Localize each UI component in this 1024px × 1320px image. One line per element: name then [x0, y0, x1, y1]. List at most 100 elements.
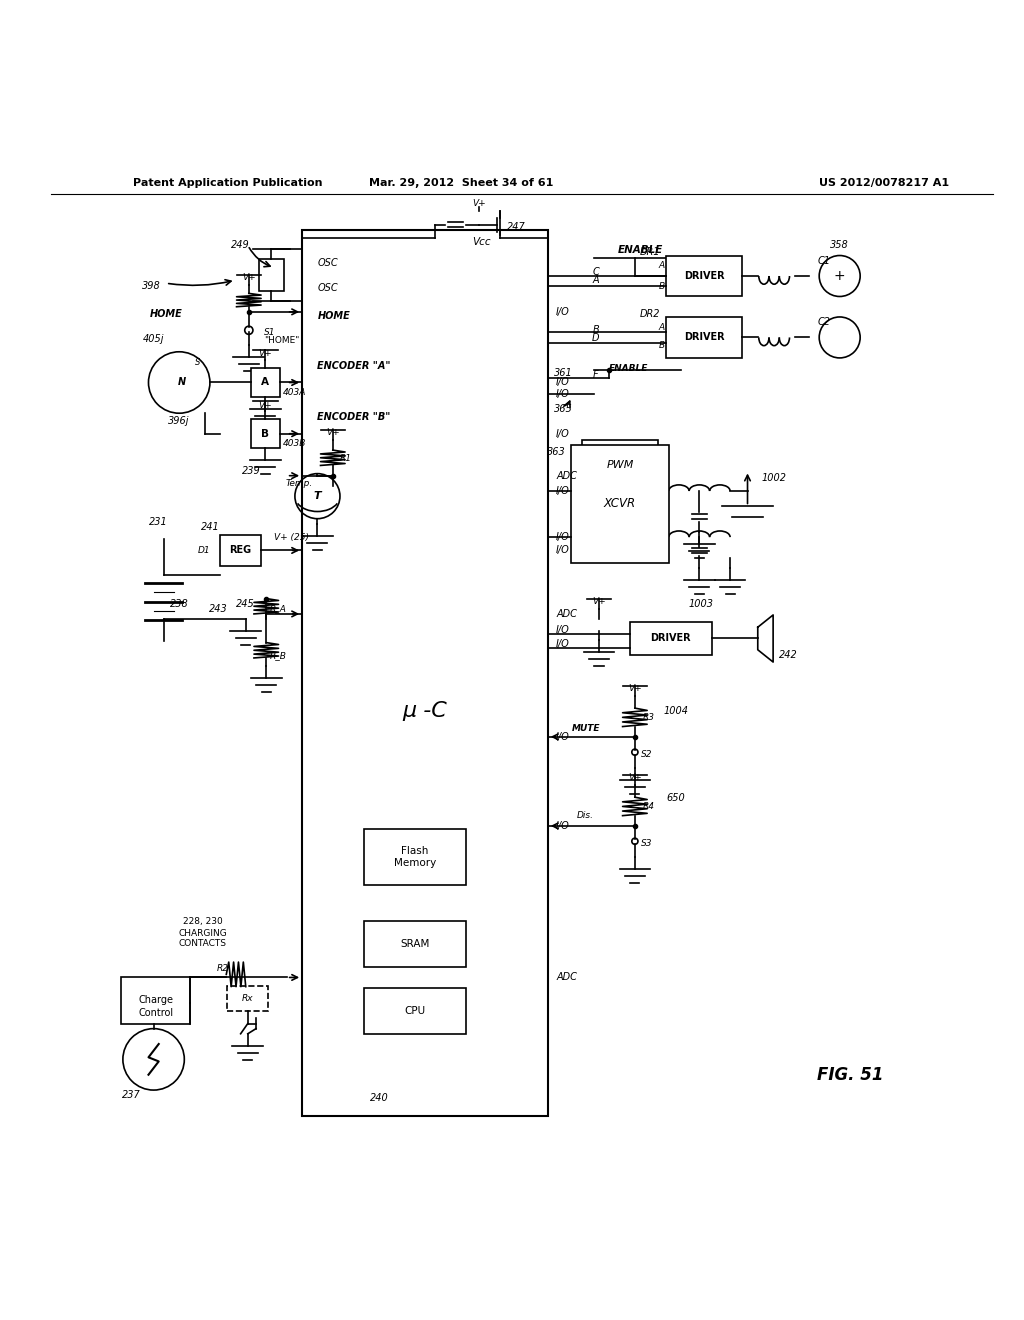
Text: A: A — [593, 275, 599, 285]
Text: N: N — [178, 378, 186, 388]
Text: ADC: ADC — [556, 973, 577, 982]
Text: 242: 242 — [779, 649, 798, 660]
Bar — [220, 535, 261, 566]
Text: V+ (25): V+ (25) — [274, 532, 309, 541]
Bar — [121, 977, 190, 1023]
Text: +: + — [834, 269, 846, 282]
Text: R_B: R_B — [270, 651, 287, 660]
Text: XCVR: XCVR — [604, 498, 636, 511]
Text: B: B — [658, 281, 665, 290]
Text: A: A — [261, 378, 269, 388]
Text: Temp.: Temp. — [286, 479, 312, 488]
Text: 1004: 1004 — [664, 706, 688, 717]
Text: F: F — [593, 371, 599, 380]
Bar — [364, 829, 466, 886]
Text: OSC: OSC — [317, 284, 338, 293]
Bar — [364, 921, 466, 968]
Text: 403B: 403B — [284, 440, 306, 449]
Text: 403A: 403A — [284, 388, 306, 397]
Text: B: B — [593, 325, 599, 335]
Text: C: C — [593, 267, 599, 277]
Bar — [259, 259, 284, 292]
Text: S1: S1 — [264, 327, 275, 337]
Text: 240: 240 — [370, 1093, 388, 1104]
Text: REG: REG — [229, 545, 252, 556]
Text: 405j: 405j — [143, 334, 164, 345]
Bar — [251, 420, 280, 447]
Bar — [364, 987, 466, 1034]
Text: T: T — [313, 491, 322, 502]
Text: V+: V+ — [628, 774, 642, 783]
Text: A: A — [658, 261, 665, 271]
Text: 239: 239 — [242, 466, 260, 475]
Text: S3: S3 — [641, 838, 653, 847]
Bar — [251, 368, 280, 397]
Text: ADC: ADC — [556, 471, 577, 480]
Text: A: A — [658, 322, 665, 331]
Text: 247: 247 — [507, 222, 525, 232]
Bar — [571, 445, 669, 562]
Bar — [666, 256, 742, 297]
Text: 249: 249 — [231, 240, 250, 251]
Text: V+: V+ — [628, 684, 642, 693]
Text: 1002: 1002 — [762, 473, 786, 483]
Text: B: B — [658, 341, 665, 350]
Text: DR1: DR1 — [640, 247, 660, 257]
Text: DRIVER: DRIVER — [684, 271, 724, 281]
Text: V+: V+ — [472, 199, 486, 207]
Text: Mar. 29, 2012  Sheet 34 of 61: Mar. 29, 2012 Sheet 34 of 61 — [369, 178, 553, 187]
Text: US 2012/0078217 A1: US 2012/0078217 A1 — [819, 178, 949, 187]
Text: I/O: I/O — [556, 378, 569, 388]
Text: OSC: OSC — [317, 257, 338, 268]
Text: 361: 361 — [554, 368, 572, 379]
Text: HOME: HOME — [317, 312, 350, 321]
Text: S: S — [195, 358, 201, 367]
Bar — [302, 230, 548, 1115]
Text: V+: V+ — [258, 400, 272, 409]
Text: S2: S2 — [641, 750, 653, 759]
Text: V+: V+ — [592, 597, 606, 606]
Text: R2: R2 — [217, 964, 229, 973]
Text: ENABLE: ENABLE — [609, 363, 648, 372]
Bar — [666, 317, 742, 358]
Text: CONTACTS: CONTACTS — [179, 939, 226, 948]
Text: 245: 245 — [237, 599, 255, 609]
Text: B: B — [261, 429, 269, 438]
Text: Charge: Charge — [138, 995, 173, 1005]
Text: D: D — [592, 334, 600, 343]
Text: I/O: I/O — [556, 389, 569, 399]
Text: ENCODER "B": ENCODER "B" — [317, 412, 391, 422]
Text: 396j: 396j — [168, 416, 189, 426]
Text: I/O: I/O — [556, 429, 569, 438]
Text: DRIVER: DRIVER — [684, 333, 724, 342]
Text: MUTE: MUTE — [571, 725, 600, 733]
Bar — [630, 622, 712, 655]
Text: 231: 231 — [150, 516, 168, 527]
Bar — [227, 986, 268, 1011]
Text: Control: Control — [138, 1008, 173, 1018]
Text: 241: 241 — [201, 521, 219, 532]
Text: C2: C2 — [818, 317, 830, 327]
Text: I/O: I/O — [556, 532, 569, 543]
Text: PWM: PWM — [606, 461, 634, 470]
Text: CHARGING: CHARGING — [178, 929, 227, 939]
Text: I/O: I/O — [556, 545, 569, 556]
Text: "HOME": "HOME" — [264, 337, 300, 345]
Text: DRIVER: DRIVER — [650, 634, 691, 643]
Text: ENABLE: ENABLE — [617, 246, 663, 255]
Text: R4: R4 — [643, 803, 655, 810]
Text: I/O: I/O — [556, 486, 569, 496]
Text: FIG. 51: FIG. 51 — [817, 1065, 883, 1084]
Text: ENCODER "A": ENCODER "A" — [317, 362, 391, 371]
Text: Dis.: Dis. — [578, 812, 594, 820]
Text: 650: 650 — [667, 793, 685, 804]
Text: V+: V+ — [258, 350, 272, 358]
Text: μ -C: μ -C — [402, 701, 447, 721]
Text: DR2: DR2 — [640, 309, 660, 319]
Text: C1: C1 — [818, 256, 830, 265]
Text: D1: D1 — [198, 546, 210, 554]
Text: Patent Application Publication: Patent Application Publication — [133, 178, 323, 187]
Text: Flash
Memory: Flash Memory — [393, 846, 436, 869]
Text: V+: V+ — [326, 428, 340, 437]
Text: 363: 363 — [547, 447, 565, 457]
